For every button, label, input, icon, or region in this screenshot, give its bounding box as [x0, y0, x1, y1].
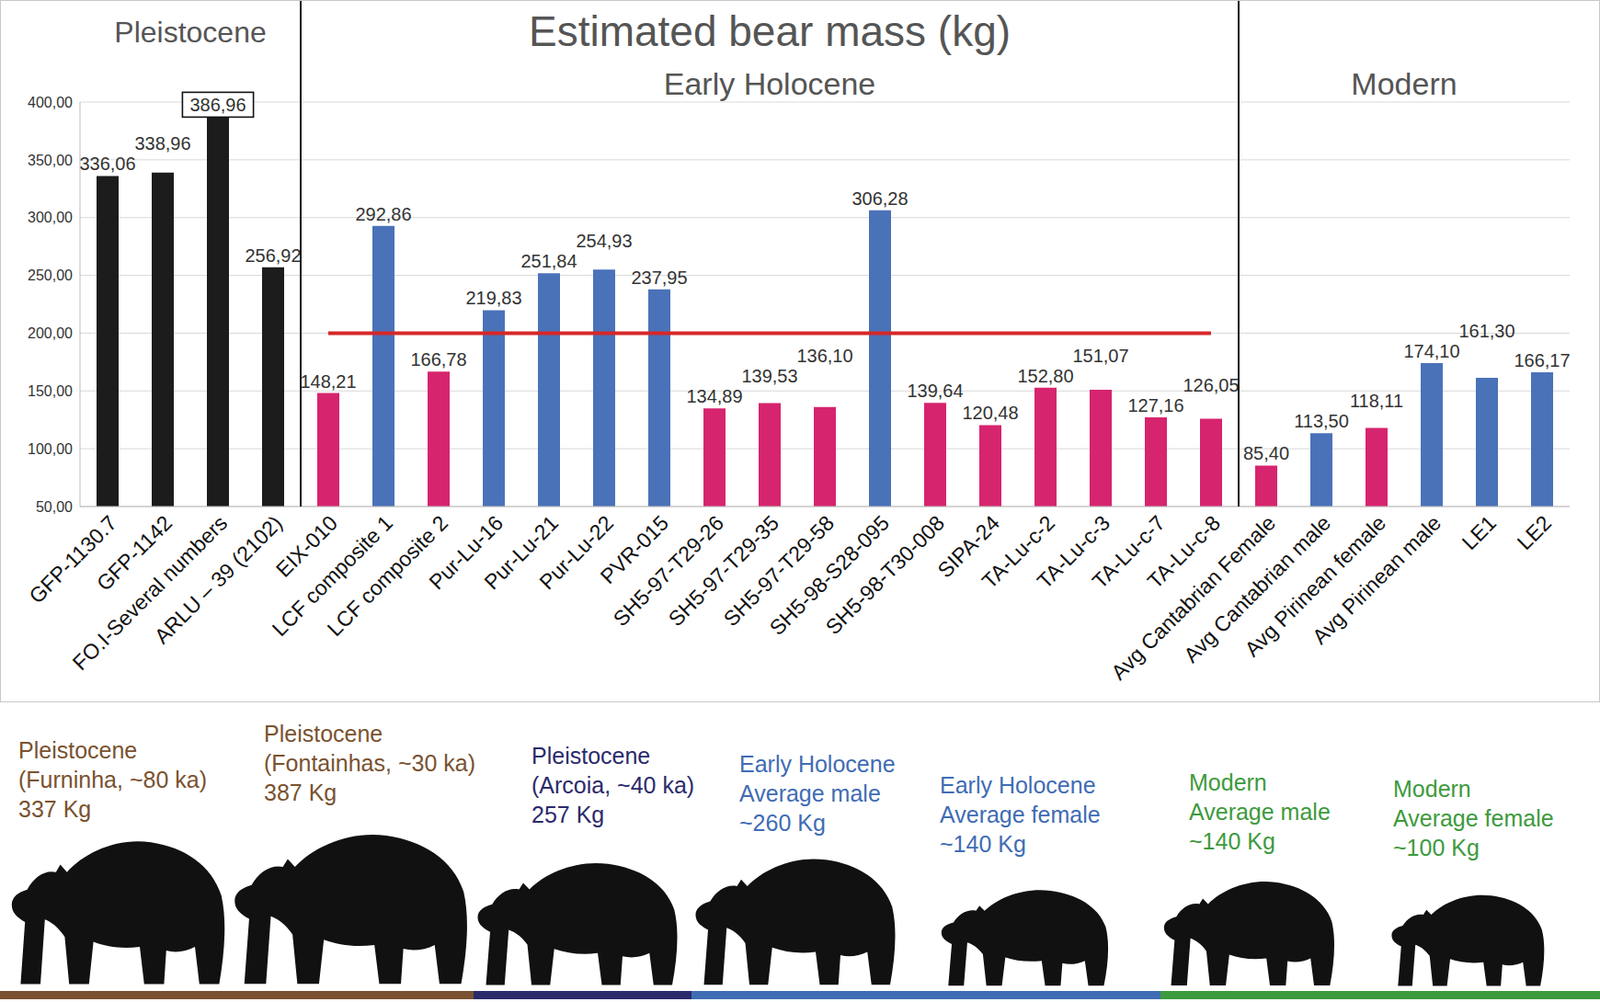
html-text:~140 Kg: ~140 Kg — [1188, 828, 1276, 855]
svg-text:LE2: LE2 — [1512, 511, 1556, 555]
svg-text:118,11: 118,11 — [1349, 390, 1404, 412]
svg-text:ARLU – 39 (2102): ARLU – 39 (2102) — [149, 511, 287, 649]
svg-text:113,50: 113,50 — [1293, 411, 1349, 432]
svg-text:151,07: 151,07 — [1072, 345, 1129, 366]
html-text:Early Holocene: Early Holocene — [939, 772, 1096, 799]
html-text:(Arcoia, ~40 ka): (Arcoia, ~40 ka) — [531, 772, 695, 799]
svg-text:TA-Lu-c-8: TA-Lu-c-8 — [1142, 510, 1225, 594]
svg-text:LCF composite 1: LCF composite 1 — [267, 510, 398, 641]
svg-text:Avg Pirinean female: Avg Pirinean female — [1239, 510, 1391, 662]
svg-text:134,89: 134,89 — [685, 386, 743, 407]
html-text:337 Kg: 337 Kg — [18, 796, 92, 823]
svg-text:251,84: 251,84 — [520, 251, 577, 272]
svg-text:161,30: 161,30 — [1458, 320, 1515, 342]
svg-text:LE1: LE1 — [1457, 511, 1501, 555]
svg-text:SH5-97-T29-35: SH5-97-T29-35 — [663, 510, 784, 631]
svg-text:SH5-98-T30-008: SH5-98-T30-008 — [821, 511, 950, 640]
html-text:Pleistocene: Pleistocene — [531, 742, 651, 769]
svg-text:250,00: 250,00 — [27, 267, 73, 284]
html-text:~140 Kg: ~140 Kg — [939, 831, 1027, 858]
svg-text:152,80: 152,80 — [1017, 365, 1074, 387]
svg-text:174,10: 174,10 — [1403, 341, 1460, 362]
svg-text:148,21: 148,21 — [299, 371, 356, 392]
svg-text:400,00: 400,00 — [27, 94, 73, 111]
html-text:Average male: Average male — [1188, 799, 1331, 825]
svg-text:SIPA-24: SIPA-24 — [932, 510, 1005, 583]
svg-text:139,64: 139,64 — [906, 380, 963, 401]
html-text:Average female: Average female — [1393, 805, 1554, 832]
svg-text:386,96: 386,96 — [189, 94, 246, 115]
svg-text:237,95: 237,95 — [630, 267, 687, 288]
svg-text:GFP-1142: GFP-1142 — [91, 510, 177, 596]
svg-text:219,83: 219,83 — [465, 287, 522, 309]
svg-text:256,92: 256,92 — [244, 245, 301, 266]
svg-text:Pur-Lu-21: Pur-Lu-21 — [479, 510, 563, 595]
svg-text:SH5-97-T29-58: SH5-97-T29-58 — [718, 510, 839, 631]
svg-text:350,00: 350,00 — [27, 152, 73, 169]
svg-text:LCF composite 2: LCF composite 2 — [322, 510, 453, 641]
html-text:Early Holocene: Early Holocene — [739, 751, 896, 778]
svg-text:136,10: 136,10 — [796, 345, 853, 366]
svg-text:166,17: 166,17 — [1513, 350, 1570, 371]
html-text:Estimated bear mass (kg): Estimated bear mass (kg) — [528, 7, 1011, 56]
svg-text:Avg Cantabrian Female: Avg Cantabrian Female — [1106, 510, 1281, 685]
svg-text:338,96: 338,96 — [134, 133, 191, 154]
svg-text:Pur-Lu-22: Pur-Lu-22 — [534, 510, 619, 595]
svg-text:200,00: 200,00 — [27, 325, 73, 342]
svg-text:Pur-Lu-16: Pur-Lu-16 — [424, 510, 508, 595]
html-text:Pleistocene: Pleistocene — [263, 720, 383, 747]
html-text:387 Kg: 387 Kg — [263, 779, 337, 806]
svg-text:85,40: 85,40 — [1243, 443, 1290, 464]
html-text:(Furninha, ~80 ka): (Furninha, ~80 ka) — [18, 766, 207, 793]
html-text:Early Holocene: Early Holocene — [663, 66, 876, 102]
html-text:Pleistocene: Pleistocene — [18, 737, 138, 764]
svg-text:254,93: 254,93 — [575, 230, 632, 252]
svg-text:TA-Lu-c-7: TA-Lu-c-7 — [1087, 510, 1170, 594]
svg-text:Avg Cantabrian male: Avg Cantabrian male — [1178, 510, 1336, 668]
svg-text:300,00: 300,00 — [27, 209, 73, 226]
html-text:257 Kg: 257 Kg — [531, 801, 605, 828]
svg-text:TA-Lu-c-2: TA-Lu-c-2 — [977, 510, 1060, 594]
svg-text:100,00: 100,00 — [27, 441, 73, 458]
svg-text:GFP-1130.7: GFP-1130.7 — [24, 510, 122, 609]
svg-text:SH5-98-S28-095: SH5-98-S28-095 — [764, 510, 894, 641]
html-text:~260 Kg: ~260 Kg — [739, 810, 826, 836]
html-text:Modern: Modern — [1351, 66, 1458, 102]
svg-text:139,53: 139,53 — [741, 365, 798, 387]
svg-text:336,06: 336,06 — [79, 153, 136, 174]
html-text:Modern: Modern — [1188, 769, 1267, 796]
html-text:Modern: Modern — [1393, 776, 1472, 802]
html-text:Pleistocene: Pleistocene — [114, 15, 267, 49]
svg-text:306,28: 306,28 — [851, 188, 908, 209]
svg-text:PVR-015: PVR-015 — [595, 510, 674, 589]
svg-text:TA-Lu-c-3: TA-Lu-c-3 — [1032, 510, 1115, 594]
svg-text:EIX-010: EIX-010 — [271, 510, 343, 582]
svg-text:SH5-97-T29-26: SH5-97-T29-26 — [608, 510, 729, 631]
svg-text:292,86: 292,86 — [354, 204, 412, 225]
svg-text:FO.I-Several numbers: FO.I-Several numbers — [67, 510, 232, 676]
svg-text:50,00: 50,00 — [35, 499, 73, 515]
html-text:~100 Kg: ~100 Kg — [1393, 834, 1480, 861]
svg-text:126,05: 126,05 — [1182, 375, 1239, 396]
svg-text:127,16: 127,16 — [1127, 395, 1184, 416]
html-text:Average female: Average female — [939, 801, 1101, 828]
svg-text:150,00: 150,00 — [27, 383, 73, 400]
svg-text:Avg Pirinean male: Avg Pirinean male — [1307, 511, 1446, 650]
html-text:(Fontainhas, ~30 ka): (Fontainhas, ~30 ka) — [263, 750, 476, 777]
svg-text:166,78: 166,78 — [410, 349, 467, 370]
html-text:Average male: Average male — [739, 780, 881, 807]
svg-text:120,48: 120,48 — [961, 402, 1018, 423]
